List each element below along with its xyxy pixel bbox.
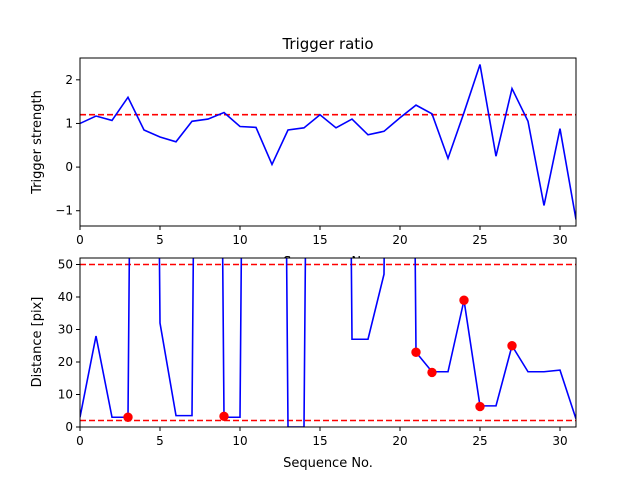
x-tick-label: 30	[552, 233, 567, 247]
y-tick-label: 20	[58, 355, 73, 369]
distance-chart: 0 5 10 15 20 25 30 0 10 20 30 40 50 Sequence No. Di…	[30, 257, 577, 471]
x-tick-label: 15	[312, 434, 327, 448]
x-tick-label: 25	[472, 434, 487, 448]
series-line	[80, 258, 576, 427]
x-tick-label: 25	[472, 233, 487, 247]
y-tick-label: 0	[65, 160, 73, 174]
x-tick-label: 10	[232, 434, 247, 448]
y-tick-label: 50	[58, 258, 73, 272]
data-point-marker	[475, 401, 485, 412]
y-axis-label: Trigger strength	[30, 90, 45, 195]
y-tick-label: 10	[58, 388, 73, 402]
data-point-marker	[427, 367, 437, 378]
y-axis-label: Distance [pix]	[30, 297, 45, 388]
x-tick-label: 20	[392, 233, 407, 247]
x-tick-label: 30	[552, 434, 567, 448]
data-point-marker	[507, 341, 517, 351]
y-tick-label: 40	[58, 290, 73, 304]
x-axis-label: Sequence No.	[283, 456, 373, 471]
x-tick-label: 5	[156, 434, 164, 448]
plot-background	[80, 258, 576, 427]
data-point-marker	[123, 412, 133, 422]
x-tick-label: 20	[392, 434, 407, 448]
plot-frame	[79, 57, 577, 227]
y-tick-label: 2	[65, 73, 73, 87]
x-tick-label: 5	[156, 233, 164, 247]
plot-frame	[79, 257, 577, 428]
y-tick-label: 0	[65, 420, 73, 434]
chart-title: Trigger ratio	[281, 35, 373, 53]
data-point-marker	[459, 295, 469, 305]
x-tick-label: 0	[76, 434, 84, 448]
data-point-marker	[219, 411, 229, 421]
series-line	[80, 64, 576, 220]
x-tick-label: 15	[312, 233, 327, 247]
data-point-marker	[411, 347, 421, 357]
x-tick-label: 10	[232, 233, 247, 247]
y-tick-label: 1	[65, 116, 73, 130]
y-tick-label: −1	[55, 204, 73, 218]
x-tick-label: 0	[76, 233, 84, 247]
y-tick-label: 30	[58, 323, 73, 337]
